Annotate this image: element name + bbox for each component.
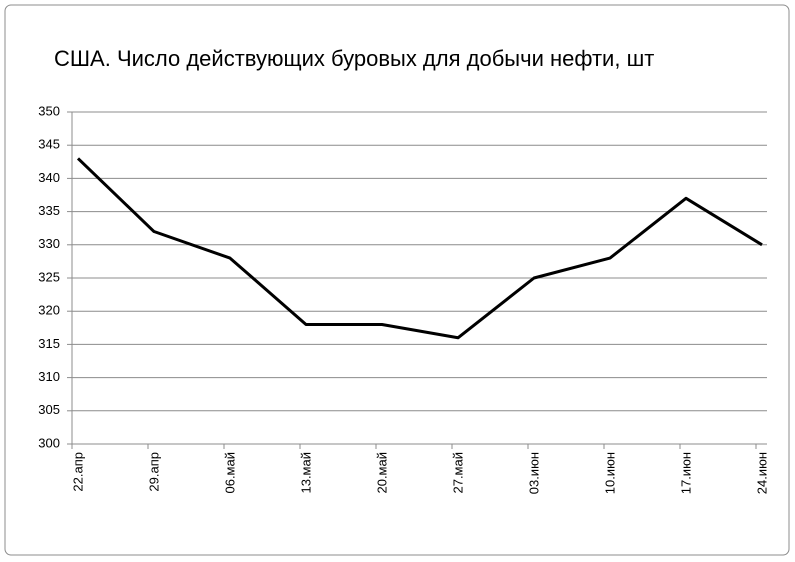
y-tick-label: 305 [38,402,60,417]
x-tick-label: 24.июн [754,452,769,494]
y-tick-label: 325 [38,269,60,284]
y-tick-label: 310 [38,369,60,384]
y-tick-label: 315 [38,336,60,351]
x-tick-label: 17.июн [678,452,693,494]
y-tick-label: 335 [38,203,60,218]
y-tick-label: 345 [38,137,60,152]
x-tick-label: 27.май [450,452,465,494]
y-tick-label: 340 [38,170,60,185]
chart-frame [4,4,790,556]
x-tick-label: 10.июн [602,452,617,494]
y-tick-label: 300 [38,435,60,450]
x-tick-label: 06.май [222,452,237,494]
y-tick-label: 330 [38,236,60,251]
chart-title: США. Число действующих буровых для добыч… [54,46,654,71]
y-tick-label: 320 [38,303,60,318]
x-tick-label: 29.апр [146,452,161,492]
x-tick-label: 03.июн [526,452,541,494]
x-tick-label: 22.апр [70,452,85,492]
y-tick-label: 350 [38,103,60,118]
series-line [76,157,763,340]
x-tick-label: 13.май [298,452,313,494]
x-tick-label: 20.май [374,452,389,494]
